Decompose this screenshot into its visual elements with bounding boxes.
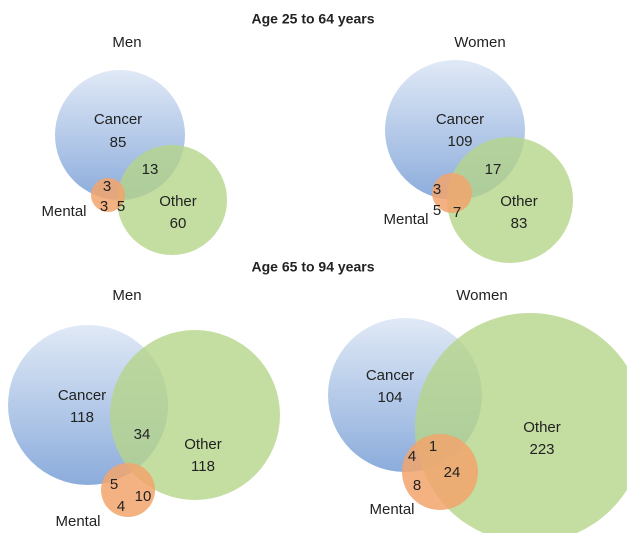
region-value: 1 [429,438,437,455]
chart-title: Women [454,34,505,51]
set-circle [447,137,573,263]
region-value: 118 [191,458,215,475]
region-value: 60 [170,215,187,232]
set-circle [101,463,155,517]
set-label: Cancer [436,111,484,128]
region-value: 5 [117,198,125,215]
set-label: Cancer [94,111,142,128]
section-heading: Age 65 to 94 years [252,259,375,275]
region-value: 85 [110,134,127,151]
region-value: 3 [100,198,108,215]
set-label: Other [523,419,561,436]
set-label: Mental [369,501,414,518]
set-circle [91,178,125,212]
set-circle [117,145,227,255]
chart-title: Women [456,287,507,304]
region-value: 24 [444,464,461,481]
set-label: Other [184,436,222,453]
region-value: 5 [110,476,118,493]
set-circle [110,330,280,500]
set-circle [402,434,478,510]
region-value: 4 [117,498,125,515]
set-label: Other [159,193,197,210]
region-value: 83 [511,215,528,232]
region-value: 34 [134,426,151,443]
set-label: Cancer [366,367,414,384]
region-value: 10 [135,488,152,505]
region-value: 3 [103,178,111,195]
chart-title: Men [112,287,141,304]
region-value: 8 [413,477,421,494]
set-label: Mental [41,203,86,220]
region-value: 13 [142,161,159,178]
region-value: 4 [408,448,416,465]
section-heading: Age 25 to 64 years [252,11,375,27]
chart-title: Men [112,34,141,51]
set-circle [432,173,472,213]
set-label: Other [500,193,538,210]
region-value: 109 [447,133,472,150]
region-value: 7 [453,204,461,221]
set-label: Mental [55,513,100,530]
region-value: 104 [377,389,402,406]
set-label: Mental [383,211,428,228]
set-label: Cancer [58,387,106,404]
region-value: 3 [433,181,441,198]
region-value: 118 [70,409,94,426]
region-value: 17 [485,161,502,178]
region-value: 5 [433,202,441,219]
region-value: 223 [529,441,554,458]
